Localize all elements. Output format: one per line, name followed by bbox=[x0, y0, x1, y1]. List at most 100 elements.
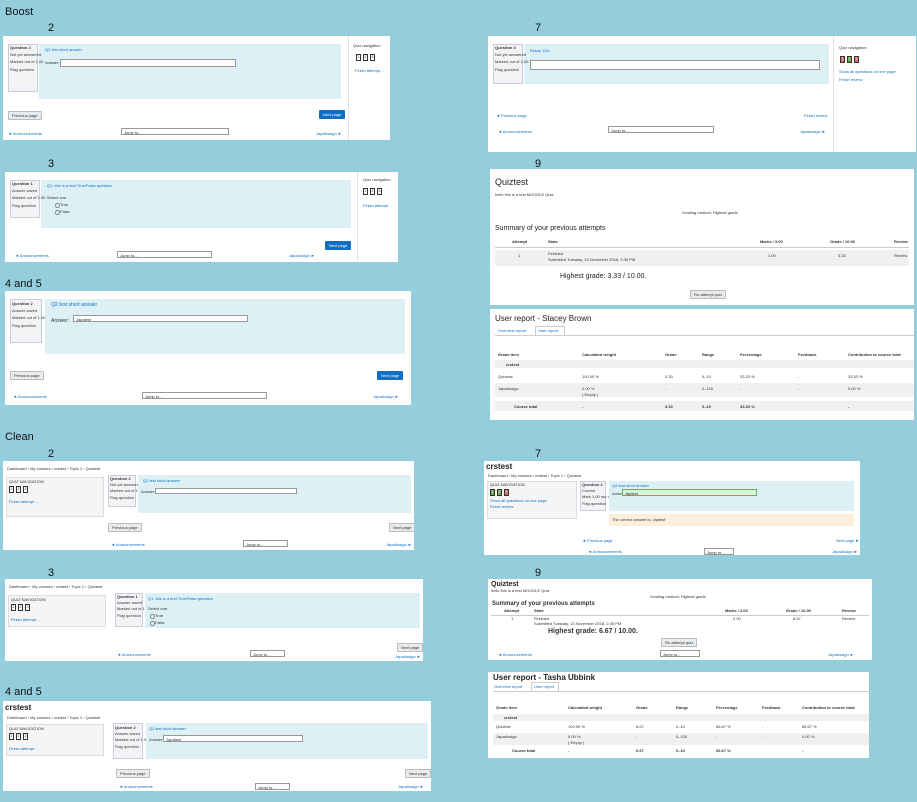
tabs[interactable]: Overview report bbox=[494, 684, 523, 689]
reattempt[interactable]: Re-attempt quiz bbox=[661, 638, 698, 647]
header: Attempt bbox=[504, 608, 520, 613]
finish[interactable]: Finish attempt ... bbox=[9, 499, 39, 504]
nav[interactable]: 2 bbox=[497, 489, 502, 496]
left[interactable]: ◄ Announcements bbox=[111, 542, 145, 547]
answer[interactable]: Japatest bbox=[163, 735, 303, 742]
state: Not yet answered bbox=[495, 52, 527, 57]
jump[interactable]: Jump to... bbox=[660, 650, 700, 657]
right[interactable]: JapaAssign ► bbox=[398, 784, 424, 789]
prev[interactable]: ◄ Previous page bbox=[582, 538, 613, 543]
right[interactable]: JapaAssign ► bbox=[395, 654, 421, 659]
jump[interactable]: Jump to... bbox=[121, 128, 229, 135]
moodle-screenshot: crstest Dashboard › My courses › crstest … bbox=[484, 461, 860, 555]
tabs[interactable]: User report bbox=[538, 328, 559, 333]
panel-box bbox=[531, 682, 559, 691]
header: Grade item bbox=[496, 705, 517, 710]
row: 1 bbox=[511, 616, 514, 621]
prompt[interactable]: Q2 test short answer bbox=[143, 478, 180, 483]
prompt[interactable]: Q1. this is a test True/False question bbox=[47, 183, 112, 188]
nav[interactable]: 3 bbox=[25, 604, 30, 611]
next[interactable]: Next page bbox=[325, 241, 352, 250]
prev[interactable]: Previous page bbox=[116, 769, 150, 778]
left[interactable]: ◄ Announcements bbox=[498, 652, 532, 657]
prev[interactable]: Previous page bbox=[8, 111, 42, 120]
prompt[interactable]: Q2 test short answer bbox=[149, 726, 186, 731]
nav[interactable]: 2 bbox=[363, 54, 368, 61]
nav[interactable]: 1 bbox=[9, 733, 14, 740]
jump[interactable]: Jump to... bbox=[142, 392, 267, 399]
finish[interactable]: Finish review bbox=[490, 504, 514, 509]
nav[interactable]: 3 bbox=[854, 56, 859, 63]
left[interactable]: ◄ Announcements bbox=[8, 131, 42, 136]
finish-review[interactable]: Finish review bbox=[804, 113, 828, 118]
nav[interactable]: 1 bbox=[840, 56, 845, 63]
prompt[interactable]: Q2 test short answer bbox=[51, 302, 98, 308]
right[interactable]: JapaAssign ► bbox=[832, 549, 858, 554]
prompt[interactable]: Q2 test short answer bbox=[45, 47, 82, 52]
finish[interactable]: Finish attempt ... bbox=[11, 617, 41, 622]
jump[interactable]: Jump to... bbox=[608, 126, 714, 133]
right[interactable]: JapaAssign ► bbox=[289, 253, 315, 258]
panel-box bbox=[6, 724, 104, 756]
finish[interactable]: Finish attempt ... bbox=[363, 203, 393, 208]
nav[interactable]: 2 bbox=[370, 188, 375, 195]
nav[interactable]: 3 bbox=[504, 489, 509, 496]
state: Correct bbox=[582, 488, 596, 493]
nav[interactable]: 1 bbox=[356, 54, 361, 61]
nav[interactable]: 1 bbox=[11, 604, 16, 611]
show-all[interactable]: Show all questions on one page bbox=[490, 498, 547, 503]
jump[interactable]: Jump to... bbox=[243, 540, 288, 547]
right[interactable]: JapaAssign ► bbox=[800, 129, 826, 134]
finish[interactable]: Finish attempt ... bbox=[355, 68, 385, 73]
left[interactable]: ◄ Announcements bbox=[13, 394, 47, 399]
next[interactable]: Next page bbox=[405, 769, 431, 778]
left[interactable]: ◄ Announcements bbox=[15, 253, 49, 258]
prompt[interactable]: Q2 test short answer bbox=[612, 483, 649, 488]
nav[interactable]: 1 bbox=[490, 489, 495, 496]
left[interactable]: ◄ Announcements bbox=[117, 652, 151, 657]
right[interactable]: JapaAssign ► bbox=[373, 394, 399, 399]
tabs[interactable]: Overview report bbox=[498, 328, 527, 333]
nav[interactable]: 3 bbox=[23, 486, 28, 493]
rows: - bbox=[740, 386, 742, 391]
jump[interactable]: Jump to... bbox=[255, 783, 290, 790]
panel-box bbox=[535, 326, 565, 335]
show-all[interactable]: Show all questions on one page bbox=[839, 69, 896, 74]
tabs[interactable]: User report bbox=[534, 684, 555, 689]
nav[interactable]: 2 bbox=[18, 604, 23, 611]
next[interactable]: Next page bbox=[397, 643, 423, 652]
next[interactable]: Next page ► bbox=[836, 538, 860, 543]
prompt[interactable]: Q1. this is a test True/False question bbox=[148, 596, 213, 601]
prev[interactable]: Previous page bbox=[10, 371, 44, 380]
rows: Quiztest bbox=[498, 374, 513, 379]
right[interactable]: JapaAssign ► bbox=[828, 652, 854, 657]
jump[interactable]: Jump to... bbox=[704, 548, 734, 555]
nav[interactable]: 1 bbox=[363, 188, 368, 195]
left[interactable]: ◄ Announcements bbox=[498, 129, 532, 134]
nav[interactable]: 3 bbox=[370, 54, 375, 61]
nav[interactable]: 2 bbox=[847, 56, 852, 63]
left[interactable]: ◄ Announcements bbox=[588, 549, 622, 554]
jump[interactable]: Jump to... bbox=[117, 251, 212, 258]
next[interactable]: Next page bbox=[319, 110, 346, 119]
nav[interactable]: 2 bbox=[16, 733, 21, 740]
nav[interactable]: 3 bbox=[23, 733, 28, 740]
right[interactable]: JapaAssign ► bbox=[316, 131, 342, 136]
nav[interactable]: 3 bbox=[377, 188, 382, 195]
next[interactable]: Next page bbox=[389, 523, 414, 532]
right[interactable]: JapaAssign ► bbox=[386, 542, 412, 547]
panel-box bbox=[113, 723, 143, 759]
answer[interactable]: Japtest bbox=[622, 489, 757, 496]
finish[interactable]: Finish attempt ... bbox=[9, 746, 39, 751]
nav[interactable]: 2 bbox=[16, 486, 21, 493]
prev[interactable]: ◄ Previous page bbox=[496, 113, 527, 118]
reattempt[interactable]: Re-attempt quiz bbox=[690, 290, 727, 299]
finish[interactable]: Finish review bbox=[839, 77, 863, 82]
left[interactable]: ◄ Announcements bbox=[119, 784, 153, 789]
jump[interactable]: Jump to... bbox=[250, 650, 285, 657]
prompt[interactable]: Essay 1111 bbox=[530, 48, 551, 53]
next[interactable]: Next page bbox=[377, 371, 404, 380]
nav[interactable]: 1 bbox=[9, 486, 14, 493]
answer[interactable]: Japatest bbox=[73, 315, 248, 322]
prev[interactable]: Previous page bbox=[108, 523, 142, 532]
